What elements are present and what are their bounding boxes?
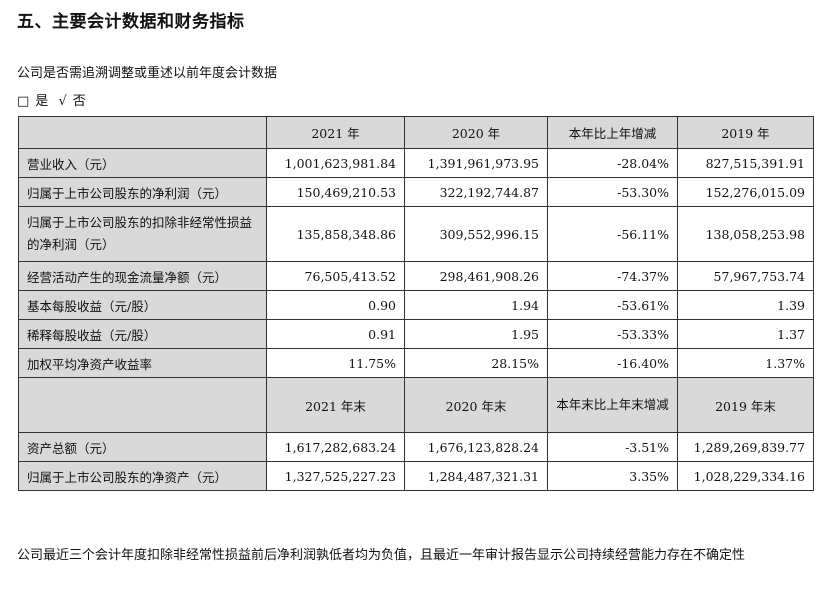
value-2020: 1.95: [404, 319, 548, 349]
value-2020: 298,461,908.26: [404, 261, 548, 291]
table-row: 经营活动产生的现金流量净额（元） 76,505,413.52 298,461,9…: [18, 261, 814, 291]
restatement-choice: □ 是 √ 否: [17, 90, 92, 109]
value-2021: 76,505,413.52: [266, 261, 405, 291]
value-2021-end: 1,617,282,683.24: [266, 432, 405, 462]
value-2020: 309,552,996.15: [404, 206, 548, 262]
row-label: 归属于上市公司股东的净利润（元）: [18, 177, 267, 207]
header-2019: 2019 年: [677, 116, 814, 149]
value-2021: 150,469,210.53: [266, 177, 405, 207]
choice-no-label: 否: [72, 94, 86, 109]
value-2021: 135,858,348.86: [266, 206, 405, 262]
table-row: 资产总额（元） 1,617,282,683.24 1,676,123,828.2…: [18, 432, 814, 462]
header-2020-end: 2020 年末: [404, 377, 548, 433]
restatement-question: 公司是否需追溯调整或重述以前年度会计数据: [17, 66, 278, 81]
header-2021-end: 2021 年末: [266, 377, 405, 433]
header-2021: 2021 年: [266, 116, 405, 149]
row-label: 资产总额（元）: [18, 432, 267, 462]
value-2021-end: 1,327,525,227.23: [266, 461, 405, 491]
value-2020-end: 1,284,487,321.31: [404, 461, 548, 491]
value-change: -16.40%: [547, 348, 678, 378]
choice-yes-label: 是: [35, 94, 49, 109]
value-change: 3.35%: [547, 461, 678, 491]
check-mark-icon: √: [58, 94, 67, 109]
table-row: 加权平均净资产收益率 11.75% 28.15% -16.40% 1.37%: [18, 348, 814, 378]
value-2019: 57,967,753.74: [677, 261, 814, 291]
value-2021: 1,001,623,981.84: [266, 148, 405, 178]
row-label: 基本每股收益（元/股）: [18, 290, 267, 320]
table-row: 归属于上市公司股东的净利润（元） 150,469,210.53 322,192,…: [18, 177, 814, 207]
value-2019: 827,515,391.91: [677, 148, 814, 178]
value-change: -3.51%: [547, 432, 678, 462]
financial-indicators-table: 2021 年 2020 年 本年比上年增减 2019 年 营业收入（元） 1,0…: [18, 116, 814, 491]
table-row: 归属于上市公司股东的扣除非经常性损益的净利润（元） 135,858,348.86…: [18, 206, 814, 262]
value-2019: 138,058,253.98: [677, 206, 814, 262]
value-change: -74.37%: [547, 261, 678, 291]
header-cell-blank: [18, 116, 267, 149]
header-yoy-change: 本年比上年增减: [547, 116, 678, 149]
value-change: -56.11%: [547, 206, 678, 262]
row-label: 归属于上市公司股东的扣除非经常性损益的净利润（元）: [18, 206, 267, 262]
value-2020: 1,391,961,973.95: [404, 148, 548, 178]
value-2020: 28.15%: [404, 348, 548, 378]
header-2019-end: 2019 年末: [677, 377, 814, 433]
checkbox-icon: □: [17, 94, 30, 109]
value-change: -28.04%: [547, 148, 678, 178]
value-2019-end: 1,028,229,334.16: [677, 461, 814, 491]
table-header-row: 2021 年 2020 年 本年比上年增减 2019 年: [18, 116, 814, 149]
table-row: 营业收入（元） 1,001,623,981.84 1,391,961,973.9…: [18, 148, 814, 178]
value-2019: 1.37%: [677, 348, 814, 378]
header-yoy-end-change: 本年末比上年末增减: [547, 377, 678, 433]
value-2020: 1.94: [404, 290, 548, 320]
table-row: 归属于上市公司股东的净资产（元） 1,327,525,227.23 1,284,…: [18, 461, 814, 491]
header-2020: 2020 年: [404, 116, 548, 149]
row-label: 营业收入（元）: [18, 148, 267, 178]
table-row: 稀释每股收益（元/股） 0.91 1.95 -53.33% 1.37: [18, 319, 814, 349]
value-2021: 0.90: [266, 290, 405, 320]
value-2019: 152,276,015.09: [677, 177, 814, 207]
value-2019-end: 1,289,269,839.77: [677, 432, 814, 462]
value-change: -53.30%: [547, 177, 678, 207]
value-2020: 322,192,744.87: [404, 177, 548, 207]
value-2019: 1.37: [677, 319, 814, 349]
row-label: 稀释每股收益（元/股）: [18, 319, 267, 349]
row-label: 加权平均净资产收益率: [18, 348, 267, 378]
table-subheader-row: 2021 年末 2020 年末 本年末比上年末增减 2019 年末: [18, 377, 814, 433]
row-label: 归属于上市公司股东的净资产（元）: [18, 461, 267, 491]
value-2020-end: 1,676,123,828.24: [404, 432, 548, 462]
table-row: 基本每股收益（元/股） 0.90 1.94 -53.61% 1.39: [18, 290, 814, 320]
value-change: -53.33%: [547, 319, 678, 349]
value-2021: 11.75%: [266, 348, 405, 378]
value-change: -53.61%: [547, 290, 678, 320]
going-concern-note: 公司最近三个会计年度扣除非经常性损益前后净利润孰低者均为负值，且最近一年审计报告…: [17, 548, 746, 563]
value-2019: 1.39: [677, 290, 814, 320]
header-cell-blank: [18, 377, 267, 433]
value-2021: 0.91: [266, 319, 405, 349]
section-heading: 五、主要会计数据和财务指标: [17, 12, 245, 32]
row-label: 经营活动产生的现金流量净额（元）: [18, 261, 267, 291]
